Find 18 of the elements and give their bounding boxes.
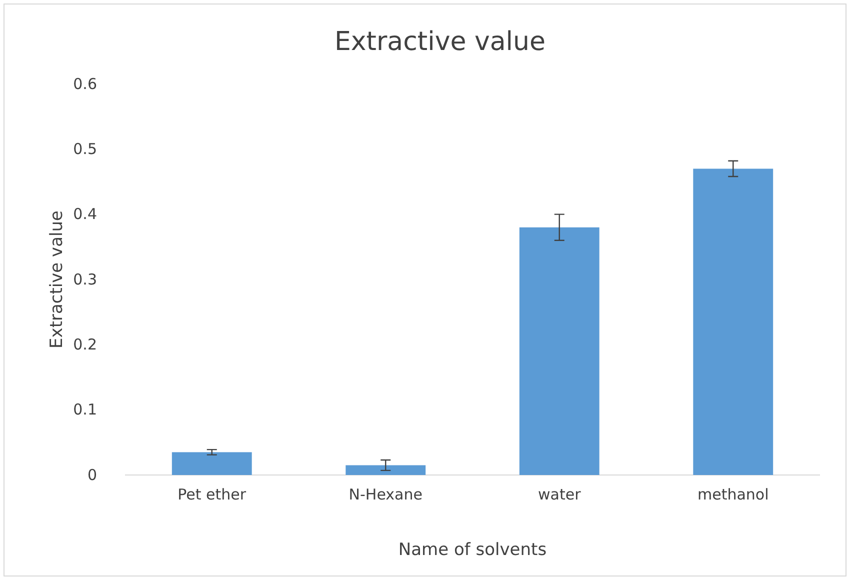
x-axis-title: Name of solvents — [398, 540, 547, 560]
y-tick-label: 0.2 — [73, 335, 97, 354]
y-tick-label: 0 — [87, 466, 97, 484]
y-tick-label: 0.4 — [73, 205, 97, 224]
y-tick-label: 0.5 — [73, 140, 97, 158]
y-tick-label: 0.1 — [73, 400, 97, 419]
bar — [346, 465, 426, 475]
bar — [693, 168, 774, 475]
bar — [172, 452, 252, 475]
x-tick-label: Pet ether — [178, 486, 247, 504]
y-axis-title: Extractive value — [47, 210, 67, 348]
y-tick-label: 0.3 — [73, 270, 97, 288]
x-tick-label: N-Hexane — [348, 486, 422, 504]
y-tick-label: 0.6 — [73, 74, 97, 93]
x-tick-label: methanol — [697, 486, 769, 504]
bar — [519, 227, 600, 475]
x-tick-label: water — [538, 486, 582, 504]
chart-title: Extractive value — [334, 27, 546, 57]
